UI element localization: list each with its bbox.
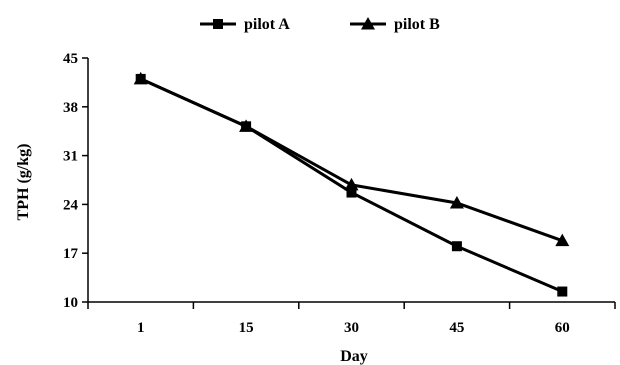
series-pilot-b xyxy=(133,71,570,247)
x-tick-label: 60 xyxy=(555,320,570,336)
data-point xyxy=(557,286,568,297)
axes xyxy=(87,58,615,303)
data-point xyxy=(451,241,462,252)
legend-item: pilot B xyxy=(350,16,440,33)
y-axis-ticks: 10 17 24 31 38 45 xyxy=(63,51,88,311)
y-tick-label: 45 xyxy=(63,51,78,67)
legend-label: pilot B xyxy=(394,16,440,33)
x-tick-label: 30 xyxy=(344,320,359,336)
y-tick-label: 17 xyxy=(63,246,79,262)
x-tick-label: 1 xyxy=(137,320,145,336)
y-tick-label: 38 xyxy=(63,100,78,116)
x-tick-label: 45 xyxy=(449,320,464,336)
y-tick-label: 10 xyxy=(63,295,78,311)
y-tick-label: 24 xyxy=(63,197,79,213)
data-point xyxy=(449,196,464,209)
x-tick-label: 15 xyxy=(239,320,254,336)
x-axis-title: Day xyxy=(340,348,368,365)
series-line xyxy=(140,77,563,243)
data-point xyxy=(555,233,570,247)
data-point xyxy=(133,71,148,85)
data-point xyxy=(346,187,357,198)
data-point xyxy=(344,177,359,191)
y-axis-title: TPH (g/kg) xyxy=(15,144,32,221)
data-point xyxy=(239,119,254,132)
legend-marker xyxy=(361,17,375,30)
legend-marker xyxy=(213,19,223,29)
legend-label: pilot A xyxy=(244,16,290,33)
x-axis-ticks: 1 15 30 45 60 xyxy=(87,302,616,336)
legend-item: pilot A xyxy=(200,16,290,33)
y-tick-label: 31 xyxy=(63,149,78,165)
series-group xyxy=(133,71,570,297)
legend: pilot A pilot B xyxy=(200,16,440,33)
